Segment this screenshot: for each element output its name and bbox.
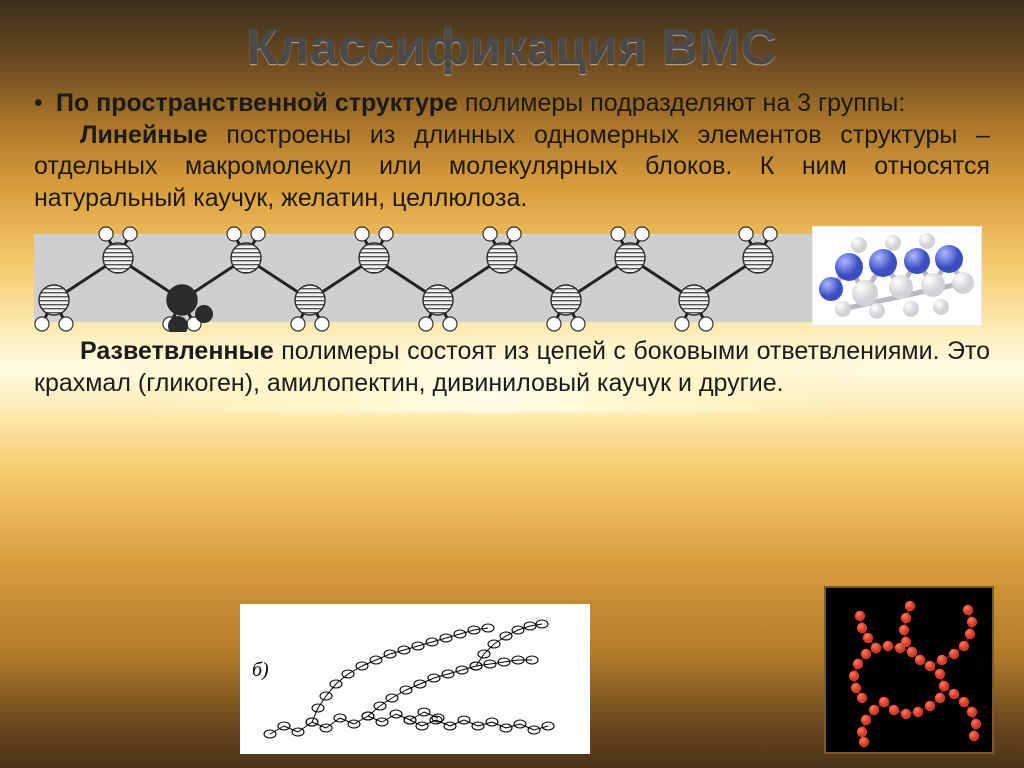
branched-paragraph: Разветвленные полимеры состоят из цепей … [34, 336, 990, 399]
bottom-figures: б) [0, 594, 1024, 754]
linear-polymer-figure [34, 220, 990, 332]
slide-body: • По пространственной структуре полимеры… [0, 76, 1024, 399]
slide-title: Классификация ВМС [0, 0, 1024, 76]
intro-bold: По пространственной структуре [56, 89, 458, 117]
linear-bold: Линейные [80, 121, 208, 149]
bullet-icon: • [34, 88, 56, 120]
branched-bold: Разветвленные [80, 337, 274, 365]
branched-3d-figure [824, 586, 994, 754]
linear-chain-diagram [34, 220, 854, 332]
intro-rest: полимеры подразделяют на 3 группы: [458, 89, 905, 117]
branched-sketch-figure: б) [240, 604, 590, 754]
linear-paragraph: Линейные построены из длинных одномерных… [34, 120, 990, 215]
intro-paragraph: По пространственной структуре полимеры п… [56, 88, 990, 120]
molecule-3d-inset [812, 226, 982, 326]
svg-text:б): б) [252, 659, 269, 681]
